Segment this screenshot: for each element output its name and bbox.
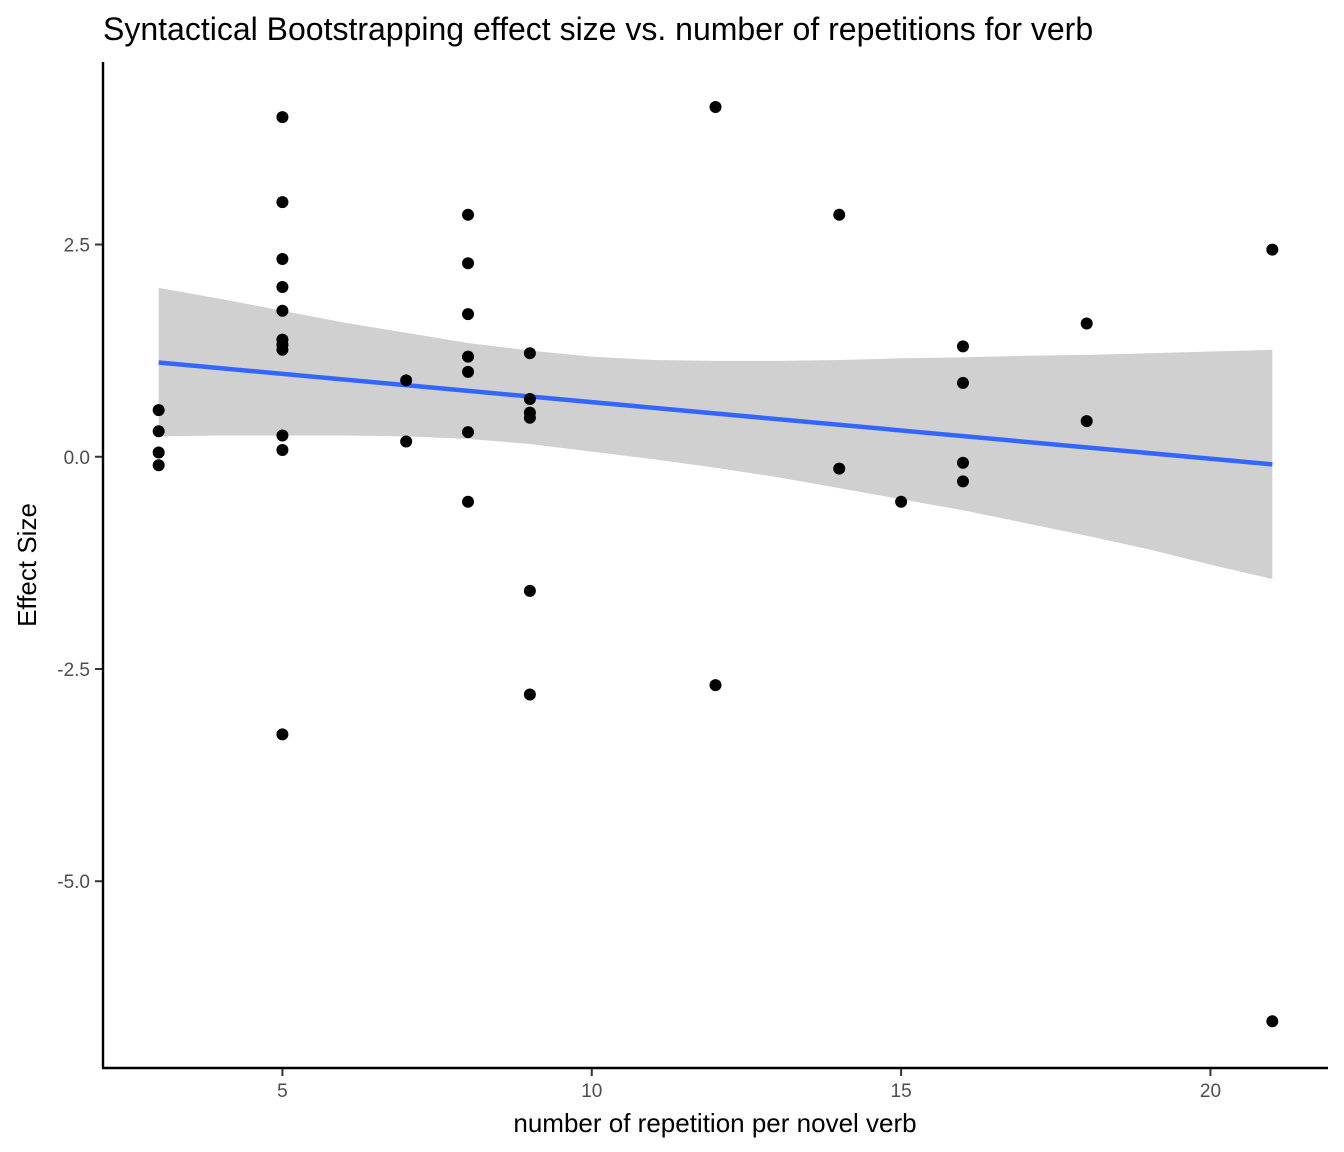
- data-point: [956, 340, 969, 353]
- data-point: [462, 350, 475, 363]
- data-point: [276, 111, 289, 124]
- y-ticks: 2.5 0.0 -2.5 -5.0: [57, 236, 102, 893]
- data-point: [152, 404, 165, 417]
- data-point: [462, 495, 475, 508]
- data-point: [1080, 317, 1093, 330]
- data-point: [956, 475, 969, 488]
- data-point: [833, 208, 846, 221]
- data-point: [1266, 243, 1279, 256]
- data-point: [152, 446, 165, 459]
- points-layer: [152, 100, 1279, 1028]
- data-point: [276, 429, 289, 442]
- fit-line-layer: [158, 360, 1273, 467]
- data-point: [276, 280, 289, 293]
- data-point: [709, 679, 722, 692]
- data-point: [1080, 415, 1093, 428]
- data-point: [400, 435, 413, 448]
- y-tick-label: -2.5: [57, 660, 90, 681]
- data-point: [523, 411, 536, 424]
- x-tick-label: 10: [581, 1081, 602, 1102]
- data-point: [152, 459, 165, 472]
- data-point: [276, 304, 289, 317]
- data-point: [523, 393, 536, 406]
- data-point: [833, 462, 846, 475]
- data-point: [523, 688, 536, 701]
- data-point: [956, 456, 969, 469]
- x-tick-label: 15: [891, 1081, 912, 1102]
- y-axis-title: Effect Size: [12, 503, 42, 627]
- y-tick-label: 0.0: [64, 448, 90, 469]
- data-point: [709, 100, 722, 113]
- y-tick-label: 2.5: [64, 236, 90, 257]
- data-point: [523, 584, 536, 597]
- data-point: [523, 347, 536, 360]
- y-tick-label: -5.0: [57, 872, 90, 893]
- data-point: [1266, 1015, 1279, 1028]
- data-point: [462, 365, 475, 378]
- confidence-band-layer: [158, 287, 1273, 580]
- data-point: [462, 308, 475, 321]
- regression-line: [158, 360, 1273, 467]
- data-point: [462, 426, 475, 439]
- data-point: [276, 252, 289, 265]
- data-point: [956, 376, 969, 389]
- data-point: [462, 208, 475, 221]
- x-tick-label: 20: [1200, 1081, 1221, 1102]
- x-ticks: 5 10 15 20: [277, 1069, 1221, 1102]
- data-point: [276, 343, 289, 356]
- data-point: [895, 495, 908, 508]
- data-point: [400, 374, 413, 387]
- data-point: [152, 425, 165, 438]
- chart-title: Syntactical Bootstrapping effect size vs…: [103, 11, 1093, 47]
- data-point: [462, 257, 475, 270]
- data-point: [276, 728, 289, 741]
- data-point: [276, 443, 289, 456]
- confidence-band: [158, 287, 1273, 580]
- x-tick-label: 5: [277, 1081, 288, 1102]
- data-point: [276, 196, 289, 209]
- x-axis-title: number of repetition per novel verb: [513, 1108, 916, 1138]
